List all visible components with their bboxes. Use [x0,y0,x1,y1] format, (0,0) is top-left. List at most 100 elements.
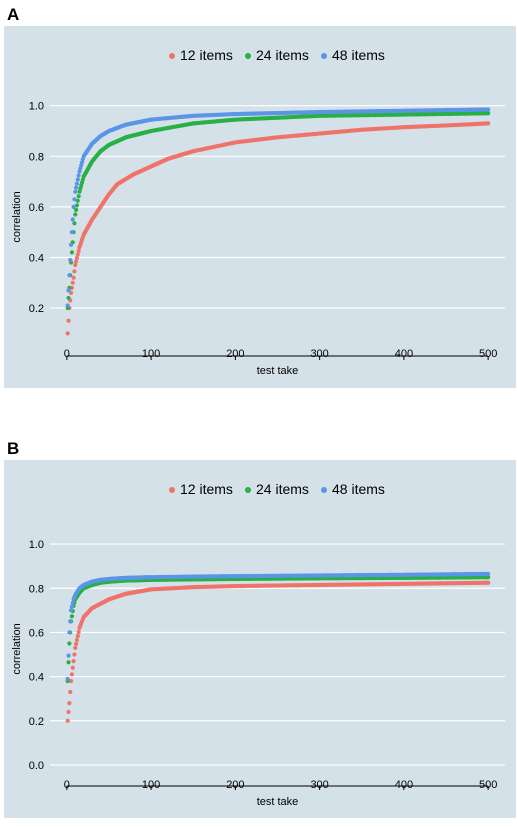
data-point [74,185,79,190]
y-tick-label: 0.4 [29,672,44,684]
x-tick-label: 500 [479,779,497,791]
legend-label: 24 items [256,481,309,497]
legend-item: 24 items [245,481,309,497]
legend-marker [321,53,327,59]
y-tick-label: 1.0 [29,101,44,113]
data-point [74,637,80,643]
data-point [66,295,71,301]
y-tick-label: 1.0 [29,539,44,551]
legend-item: 48 items [321,47,385,63]
data-point [65,676,70,681]
legend-marker [245,487,251,493]
data-point [76,173,81,178]
x-tick-label: 0 [64,348,70,360]
legend-label: 12 items [180,47,233,63]
legend-label: 48 items [332,47,385,63]
plot-background [4,460,516,818]
data-point [73,212,78,217]
data-point [74,181,80,186]
data-point [74,259,79,264]
data-point [65,303,70,308]
data-point [71,659,76,664]
y-axis-title: correlation [11,623,23,674]
series-12-items [65,121,491,336]
data-point [72,197,77,202]
y-tick-label: 0.6 [29,202,44,214]
data-point [72,221,77,226]
y-tick-label: 0.6 [29,627,44,639]
data-point [65,718,70,723]
data-point [70,600,75,606]
legend-marker [245,53,251,59]
y-tick-label: 0.2 [29,303,44,315]
x-axis-title: test take [257,365,299,377]
data-point [486,580,491,585]
y-tick-label: 0.2 [29,716,44,728]
data-point [69,604,75,609]
x-tick-label: 200 [226,348,244,360]
data-point [70,217,75,222]
data-point [68,242,74,247]
x-tick-label: 400 [395,348,413,360]
series-48-items [65,107,491,308]
data-point [69,250,75,255]
data-point [68,608,74,613]
x-tick-label: 100 [142,779,160,791]
data-point [67,273,72,278]
data-point [66,318,71,323]
data-point [66,288,71,293]
x-axis-title: test take [257,796,299,808]
data-point [75,633,80,639]
data-point [66,660,71,665]
legend-marker [169,53,175,59]
data-point [76,194,81,199]
legend-item: 12 items [169,481,233,497]
data-point [73,645,78,650]
legend-item: 24 items [245,47,309,63]
data-point [486,121,491,126]
x-tick-label: 100 [142,348,160,360]
y-tick-label: 0.8 [29,151,44,163]
data-point [67,630,72,635]
legend-label: 12 items [180,481,233,497]
data-point [68,689,73,695]
data-point [72,652,77,657]
data-point [71,275,76,280]
x-tick-label: 300 [310,348,328,360]
data-point [68,619,73,624]
y-tick-label: 0.4 [29,252,44,264]
x-tick-label: 200 [226,779,244,791]
legend-marker [169,487,175,493]
data-point [74,641,79,647]
data-point [486,107,491,112]
data-point [71,204,76,209]
legend-label: 24 items [256,47,309,63]
y-tick-label: 0.0 [29,760,44,772]
data-point [73,189,78,194]
data-point [75,198,80,203]
legend-label: 48 items [332,481,385,497]
data-point [67,641,72,646]
data-point [66,709,71,715]
data-point [74,255,80,261]
data-point [70,665,75,670]
data-point [76,629,81,635]
data-point [70,280,75,285]
chart-panel-a: 0.2 0.4 0.6 0.8 1.0 0 100 200 300 400 500 test take… [4,26,516,388]
data-point [486,575,491,580]
panel-b-label: B [7,439,20,458]
data-point [74,203,80,208]
legend-item: 48 items [321,481,385,497]
y-tick-label: 0.8 [29,583,44,595]
data-point [68,257,73,263]
x-tick-label: 0 [64,779,70,791]
series-24-items [65,111,491,311]
data-point [74,207,79,213]
data-point [76,248,81,253]
series-12-items [65,580,491,723]
data-point [486,571,491,577]
data-point [69,230,75,235]
data-point [66,653,71,658]
legend-marker [321,487,327,493]
data-point [69,614,75,619]
